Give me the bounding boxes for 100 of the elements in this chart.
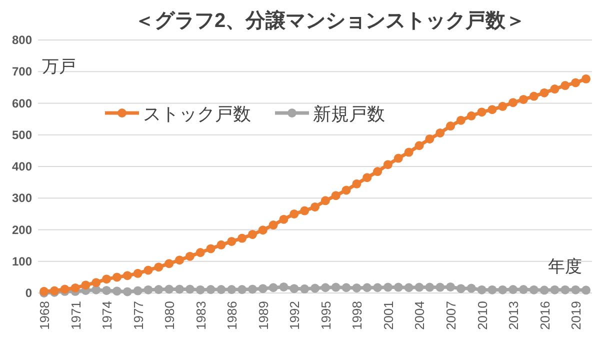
point — [373, 167, 382, 176]
point — [290, 284, 299, 294]
x-tick-label: 2001 — [380, 301, 396, 330]
point — [216, 285, 226, 294]
point — [488, 285, 497, 294]
chart-title: ＜グラフ2、分譲マンションストック戸数＞ — [134, 9, 526, 32]
x-tick-label: 2010 — [474, 301, 490, 330]
point — [258, 226, 268, 235]
point — [154, 285, 164, 294]
point — [290, 209, 299, 218]
point — [81, 280, 90, 290]
point — [414, 141, 424, 150]
point — [404, 148, 414, 157]
x-tick-label: 1998 — [350, 301, 365, 330]
point — [508, 98, 518, 108]
x-tick-label: 1968 — [37, 301, 52, 330]
point — [175, 256, 184, 265]
point — [216, 240, 226, 250]
point — [279, 282, 288, 292]
point — [185, 284, 194, 294]
point — [436, 128, 445, 138]
point — [122, 271, 132, 280]
y-tick-label: 200 — [12, 222, 32, 237]
point — [582, 286, 590, 295]
point — [498, 285, 508, 294]
point — [248, 284, 257, 294]
point — [425, 282, 434, 292]
point — [446, 282, 455, 292]
point — [362, 283, 372, 292]
point — [540, 88, 549, 98]
y-tick-label: 500 — [12, 128, 32, 142]
point — [227, 236, 236, 246]
point — [352, 179, 362, 188]
point — [394, 282, 403, 292]
point — [300, 284, 310, 294]
point — [488, 105, 497, 114]
point — [164, 259, 174, 268]
point — [102, 286, 112, 295]
point — [529, 285, 538, 294]
point — [571, 285, 580, 294]
point — [310, 202, 320, 212]
legend-label: ストック戸数 — [143, 104, 251, 124]
point — [518, 285, 528, 294]
x-tick-label: 1983 — [193, 301, 208, 330]
x-tick-label: 1974 — [100, 301, 115, 330]
point — [144, 285, 153, 294]
y-tick-label: 0 — [25, 286, 32, 300]
point — [342, 186, 351, 195]
x-tick-label: 2004 — [412, 301, 428, 330]
point — [144, 266, 153, 275]
point — [122, 287, 132, 296]
point — [466, 284, 476, 293]
x-tick-label: 1986 — [224, 301, 240, 330]
point — [238, 285, 247, 294]
y-tick-label: 400 — [12, 160, 32, 174]
point — [248, 230, 257, 239]
point — [258, 284, 268, 294]
x-tick-label: 2013 — [506, 301, 522, 330]
point — [414, 282, 424, 292]
point — [446, 122, 455, 131]
point — [238, 234, 247, 243]
y-axis-title: 万戸 — [42, 57, 76, 76]
point — [477, 108, 486, 117]
point — [394, 154, 403, 163]
x-tick-label: 2016 — [537, 301, 552, 330]
point — [571, 78, 580, 88]
point — [362, 173, 372, 182]
point — [404, 283, 414, 292]
point — [331, 282, 340, 292]
point — [268, 220, 278, 230]
point — [112, 272, 122, 282]
point — [518, 94, 528, 104]
point — [310, 284, 320, 293]
point — [196, 248, 205, 258]
y-tick-label: 600 — [12, 96, 32, 110]
point — [185, 252, 194, 261]
point — [373, 283, 382, 292]
x-tick-label: 1995 — [318, 301, 334, 330]
point — [112, 286, 122, 296]
point — [227, 285, 236, 294]
point — [436, 282, 445, 292]
x-tick-label: 1980 — [162, 301, 178, 330]
x-axis-title: 年度 — [548, 257, 582, 276]
point — [102, 274, 112, 284]
point — [477, 285, 486, 294]
point — [550, 84, 560, 94]
point — [164, 284, 174, 294]
point — [320, 283, 330, 292]
y-tick-label: 700 — [12, 64, 32, 79]
point — [456, 116, 466, 125]
x-tick-label: 1992 — [287, 301, 302, 330]
point — [425, 134, 434, 144]
point — [175, 284, 184, 294]
point — [550, 285, 560, 294]
point — [92, 278, 101, 288]
point — [383, 160, 392, 170]
point — [342, 283, 351, 292]
point — [331, 191, 340, 200]
point — [498, 102, 508, 111]
x-tick-label: 1977 — [130, 301, 146, 330]
